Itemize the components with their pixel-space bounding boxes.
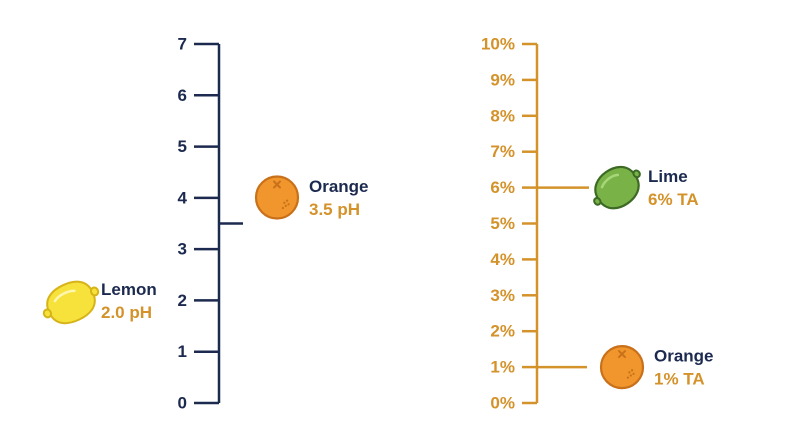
- marker-value: 1% TA: [654, 370, 705, 389]
- ph_scale-tick-label: 0: [178, 394, 187, 413]
- ph_scale-tick-label: 2: [178, 291, 187, 310]
- marker-value: 6% TA: [648, 190, 699, 209]
- ph_scale-tick-label: 4: [178, 188, 188, 207]
- marker-value: 2.0 pH: [101, 303, 152, 322]
- ta_scale-tick-label: 1%: [490, 358, 515, 377]
- ta_scale-tick-label: 0%: [490, 394, 515, 413]
- ph_scale-marker-orange: Orange 3.5 pH: [219, 175, 369, 225]
- marker-value: 3.5 pH: [309, 200, 360, 219]
- ta_scale-tick-label: 7%: [490, 142, 515, 161]
- lime-icon: [593, 165, 641, 210]
- marker-name: Lime: [648, 167, 688, 186]
- ph_scale-marker-lemon: Lemon 2.0 pH: [42, 280, 157, 325]
- lemon-icon: [42, 280, 100, 325]
- ph_scale-tick-label: 7: [178, 35, 187, 54]
- ta_scale-tick-label: 8%: [490, 106, 515, 125]
- ph-scale: 0 1 2 3 4 5 6 7 Lemon 2.0 pH Orange 3.5 pH: [42, 35, 369, 413]
- ta_scale-tick-label: 3%: [490, 286, 515, 305]
- marker-name: Lemon: [101, 280, 157, 299]
- ta_scale-tick-label: 6%: [490, 178, 515, 197]
- ta-scale: 0% 1% 2% 3% 4% 5% 6% 7% 8% 9% 10% Lime 6% TA Orange 1%…: [481, 35, 714, 413]
- marker-name: Orange: [309, 177, 369, 196]
- orange-icon: [254, 175, 300, 220]
- ta_scale-tick-label: 10%: [481, 35, 515, 54]
- ta_scale-tick-label: 2%: [490, 322, 515, 341]
- ta_scale-tick-label: 9%: [490, 70, 515, 89]
- orange-icon: [599, 345, 645, 390]
- ta_scale-marker-lime: Lime 6% TA: [537, 165, 699, 210]
- ph_scale-tick-label: 5: [178, 137, 187, 156]
- marker-name: Orange: [654, 347, 714, 366]
- ta_scale-marker-orange: Orange 1% TA: [537, 345, 714, 390]
- ph_scale-tick-label: 1: [178, 342, 187, 361]
- ph_scale-tick-label: 3: [178, 240, 187, 259]
- ta_scale-tick-label: 4%: [490, 250, 515, 269]
- ph_scale-tick-label: 6: [178, 86, 187, 105]
- ta_scale-tick-label: 5%: [490, 214, 515, 233]
